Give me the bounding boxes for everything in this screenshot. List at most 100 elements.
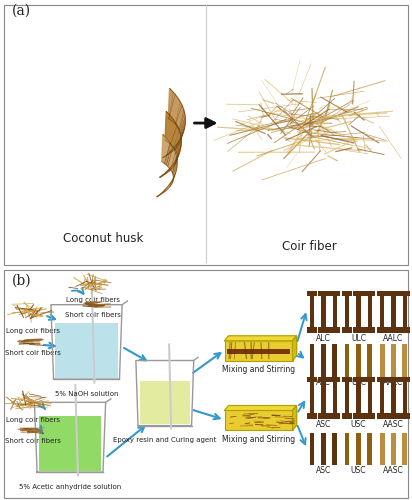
Bar bbox=[329, 327, 340, 332]
Text: Short coir fibers: Short coir fibers bbox=[65, 312, 121, 318]
Bar bbox=[318, 327, 329, 332]
Bar bbox=[307, 291, 318, 296]
Bar bbox=[227, 349, 290, 354]
Polygon shape bbox=[293, 336, 297, 360]
Bar bbox=[391, 296, 396, 327]
Bar bbox=[310, 432, 314, 465]
Text: (b): (b) bbox=[12, 274, 32, 287]
Bar bbox=[356, 382, 360, 413]
Bar bbox=[388, 413, 399, 418]
Bar bbox=[342, 413, 353, 418]
Bar bbox=[388, 291, 399, 296]
Polygon shape bbox=[160, 112, 181, 178]
Bar bbox=[356, 432, 361, 465]
Bar bbox=[364, 291, 375, 296]
Text: AALC: AALC bbox=[383, 334, 404, 343]
Text: Short coir fibers: Short coir fibers bbox=[5, 438, 61, 444]
Text: Long coir fibers: Long coir fibers bbox=[6, 328, 60, 334]
Bar bbox=[377, 327, 388, 332]
Bar bbox=[368, 432, 372, 465]
Bar bbox=[140, 382, 190, 424]
Bar bbox=[310, 344, 314, 377]
Bar bbox=[388, 327, 399, 332]
Bar bbox=[399, 377, 410, 382]
Polygon shape bbox=[163, 88, 185, 158]
Text: ALC: ALC bbox=[316, 334, 331, 343]
Text: USC: USC bbox=[351, 466, 366, 475]
Bar bbox=[318, 377, 329, 382]
Text: Coconut husk: Coconut husk bbox=[63, 232, 143, 244]
Bar bbox=[380, 344, 384, 377]
Text: Short coir fibers: Short coir fibers bbox=[5, 350, 61, 356]
Text: Epoxy resin and Curing agent: Epoxy resin and Curing agent bbox=[113, 437, 216, 443]
Text: USC: USC bbox=[351, 420, 366, 429]
Bar bbox=[225, 410, 293, 430]
Bar bbox=[329, 377, 340, 382]
Bar bbox=[403, 382, 407, 413]
Bar bbox=[332, 382, 337, 413]
Polygon shape bbox=[225, 406, 297, 410]
Bar bbox=[225, 340, 293, 360]
Bar bbox=[321, 296, 325, 327]
Bar bbox=[399, 413, 410, 418]
Bar bbox=[368, 382, 372, 413]
Bar bbox=[391, 382, 396, 413]
Text: AASC: AASC bbox=[383, 420, 404, 429]
Bar bbox=[321, 344, 326, 377]
Bar bbox=[353, 291, 364, 296]
Bar bbox=[310, 382, 314, 413]
Bar bbox=[380, 382, 384, 413]
Text: AASC: AASC bbox=[383, 466, 404, 475]
Bar bbox=[332, 344, 337, 377]
Bar bbox=[364, 413, 375, 418]
Bar bbox=[356, 296, 360, 327]
Bar bbox=[345, 382, 349, 413]
Text: Mixing and Stirring: Mixing and Stirring bbox=[222, 365, 295, 374]
Bar bbox=[345, 296, 349, 327]
Bar bbox=[353, 413, 364, 418]
Bar bbox=[380, 296, 384, 327]
Bar bbox=[345, 344, 349, 377]
Bar bbox=[318, 291, 329, 296]
Bar bbox=[399, 327, 410, 332]
Bar bbox=[342, 327, 353, 332]
Bar bbox=[345, 432, 349, 465]
Text: Long coir fibers: Long coir fibers bbox=[66, 296, 120, 302]
Text: 5% NaOH solution: 5% NaOH solution bbox=[55, 390, 118, 396]
Text: (a): (a) bbox=[12, 4, 31, 18]
Text: Long coir fibers: Long coir fibers bbox=[6, 418, 60, 424]
Bar bbox=[329, 413, 340, 418]
Bar bbox=[55, 324, 118, 378]
Bar bbox=[377, 377, 388, 382]
Bar bbox=[353, 377, 364, 382]
Bar bbox=[310, 296, 314, 327]
Bar bbox=[364, 377, 375, 382]
Bar bbox=[368, 344, 372, 377]
Bar bbox=[403, 296, 407, 327]
Text: ULC: ULC bbox=[351, 378, 366, 387]
Bar bbox=[332, 432, 337, 465]
Bar bbox=[377, 413, 388, 418]
Bar bbox=[377, 291, 388, 296]
Text: Coir fiber: Coir fiber bbox=[282, 240, 336, 252]
Bar bbox=[318, 413, 329, 418]
Text: ASC: ASC bbox=[316, 466, 331, 475]
Bar bbox=[307, 327, 318, 332]
Bar bbox=[39, 416, 101, 471]
Text: 5% Acetic anhydride solution: 5% Acetic anhydride solution bbox=[19, 484, 121, 490]
Polygon shape bbox=[225, 336, 297, 340]
Bar bbox=[307, 377, 318, 382]
Bar bbox=[399, 291, 410, 296]
Bar bbox=[321, 382, 325, 413]
Bar bbox=[403, 344, 407, 377]
Bar bbox=[364, 327, 375, 332]
Text: ASC: ASC bbox=[316, 420, 331, 429]
Bar bbox=[321, 432, 326, 465]
Bar bbox=[307, 413, 318, 418]
Bar bbox=[388, 377, 399, 382]
Text: Mixing and Stirring: Mixing and Stirring bbox=[222, 435, 295, 444]
Bar bbox=[353, 327, 364, 332]
Bar bbox=[380, 432, 384, 465]
Bar bbox=[342, 291, 353, 296]
Polygon shape bbox=[293, 406, 297, 430]
